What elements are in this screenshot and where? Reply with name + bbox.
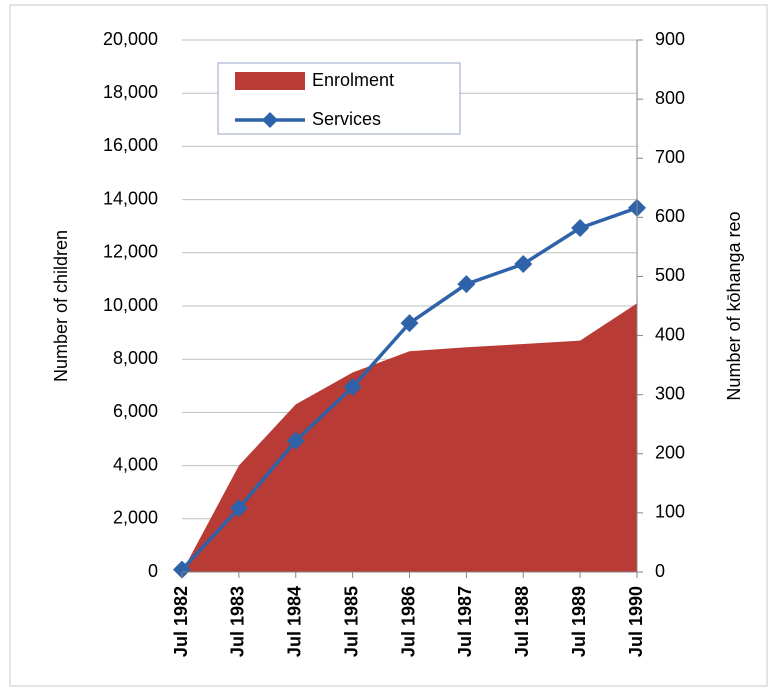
y2-tick-label: 500: [655, 265, 685, 285]
services-marker: [400, 314, 419, 333]
y-tick-label: 14,000: [103, 188, 158, 208]
legend-marker: [262, 112, 278, 128]
y2-tick-label: 100: [655, 502, 685, 522]
x-tick-label: Jul 1987: [455, 586, 475, 657]
x-tick-label: Jul 1989: [569, 586, 589, 657]
y2-tick-label: 600: [655, 206, 685, 226]
y-tick-label: 8,000: [113, 348, 158, 368]
legend-label: Services: [312, 109, 381, 129]
x-tick-label: Jul 1983: [228, 586, 248, 657]
y-tick-label: 12,000: [103, 242, 158, 262]
services-marker: [173, 560, 191, 579]
y2-tick-label: 400: [655, 324, 685, 344]
y-tick-label: 18,000: [103, 82, 158, 102]
y2-axis-label: Number of kōhanga reo: [724, 211, 744, 400]
x-tick-label: Jul 1990: [626, 586, 646, 657]
y-tick-label: 20,000: [103, 29, 158, 49]
y-tick-label: 10,000: [103, 295, 158, 315]
services-marker: [286, 431, 305, 450]
y2-tick-label: 0: [655, 561, 665, 581]
services-marker: [229, 499, 248, 518]
y-axis-label: Number of children: [51, 230, 71, 382]
legend-label: Enrolment: [312, 70, 394, 90]
y2-tick-label: 800: [655, 88, 685, 108]
x-tick-label: Jul 1982: [171, 586, 191, 657]
services-marker: [457, 275, 476, 294]
services-marker: [571, 218, 590, 237]
y-tick-label: 16,000: [103, 135, 158, 155]
y-tick-label: 0: [148, 561, 158, 581]
y2-tick-label: 900: [655, 29, 685, 49]
y2-tick-label: 700: [655, 147, 685, 167]
legend-swatch: [235, 72, 305, 90]
x-tick-label: Jul 1986: [398, 586, 418, 657]
services-marker: [343, 377, 362, 396]
chart-frame: [9, 4, 768, 687]
x-tick-label: Jul 1988: [512, 586, 532, 657]
y-tick-label: 4,000: [113, 454, 158, 474]
services-marker: [514, 255, 533, 274]
y2-tick-label: 200: [655, 443, 685, 463]
y2-tick-label: 300: [655, 383, 685, 403]
x-tick-label: Jul 1985: [341, 586, 361, 657]
enrolment-area: [182, 303, 637, 572]
x-tick-label: Jul 1984: [285, 586, 305, 657]
y-tick-label: 6,000: [113, 401, 158, 421]
y-tick-label: 2,000: [113, 508, 158, 528]
